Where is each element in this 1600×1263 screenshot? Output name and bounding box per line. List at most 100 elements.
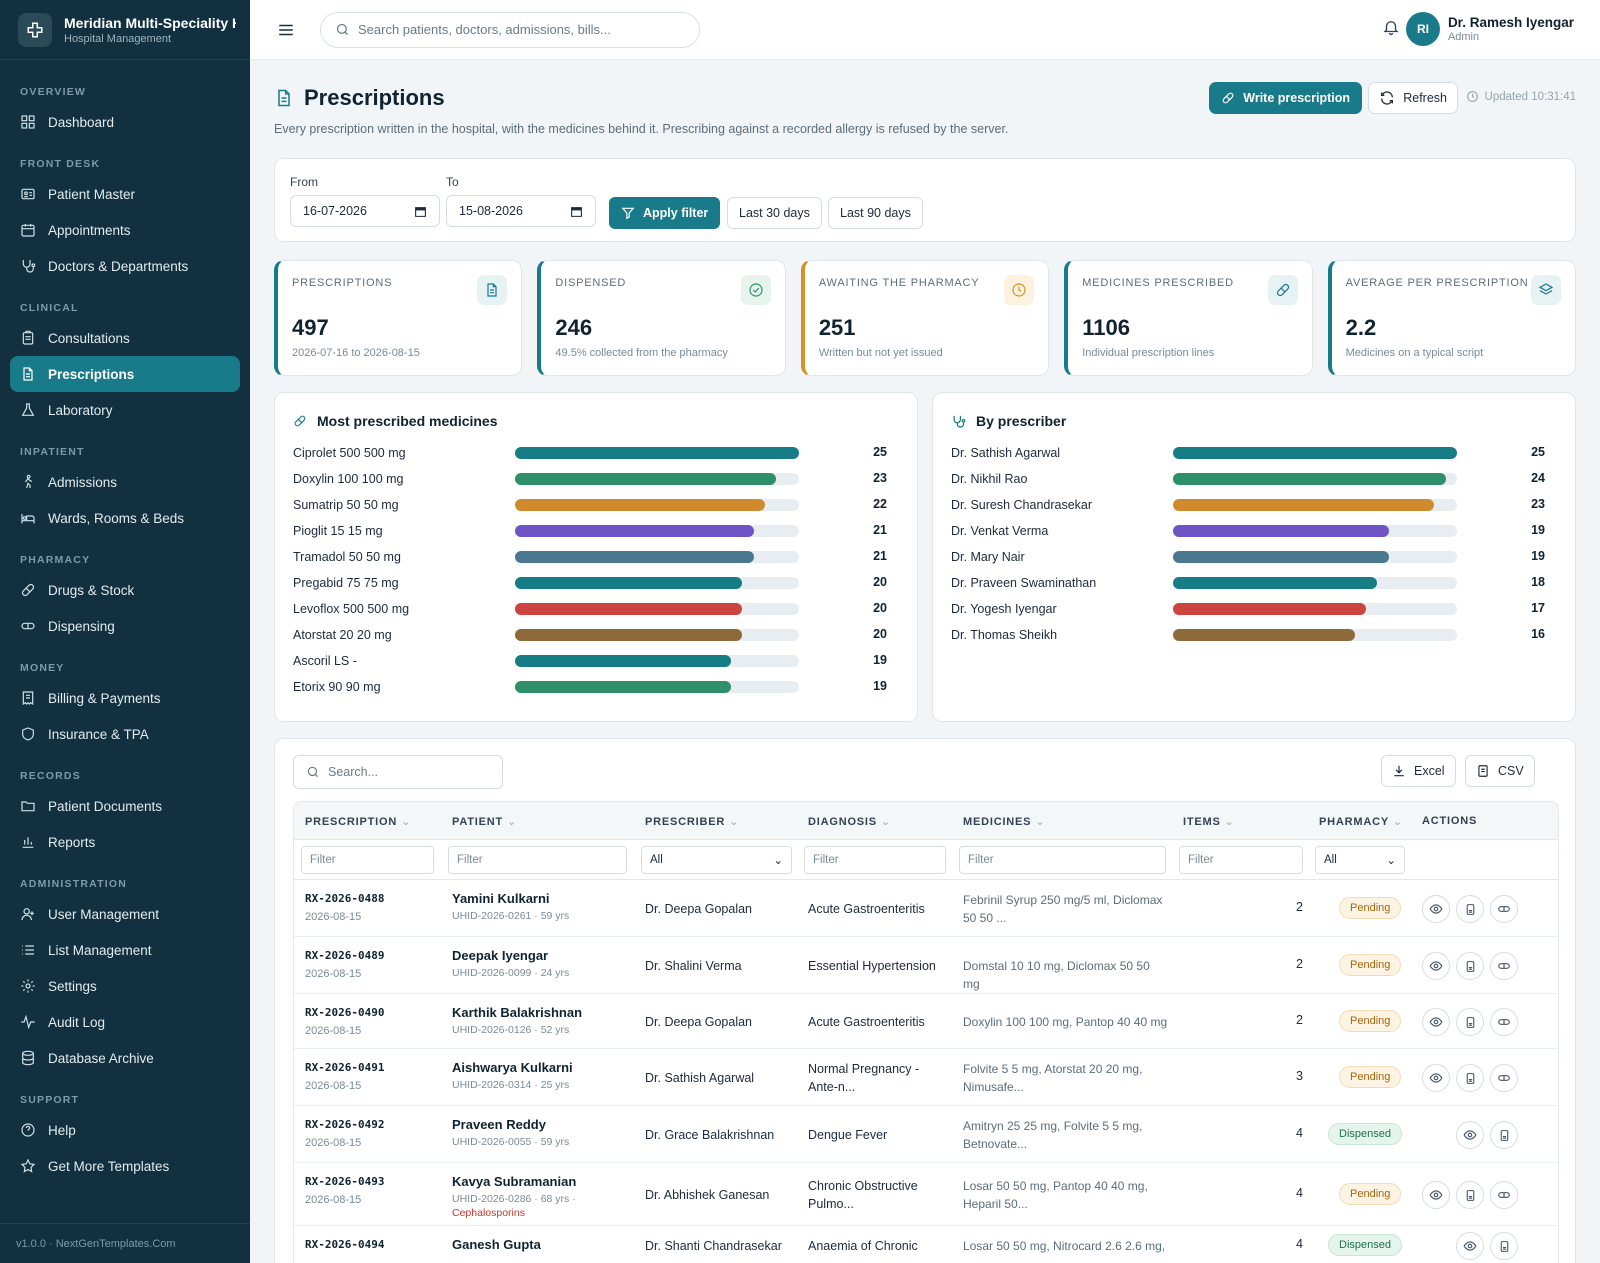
sidebar-item-dashboard[interactable]: Dashboard <box>10 104 240 140</box>
view-button[interactable] <box>1422 1064 1450 1092</box>
column-patient[interactable]: PATIENT ⌄ <box>452 815 517 828</box>
sidebar-item-help[interactable]: Help <box>10 1112 240 1148</box>
prescription-id[interactable]: RX-2026-0492 <box>305 1118 385 1131</box>
sidebar-item-database-archive[interactable]: Database Archive <box>10 1040 240 1076</box>
sidebar-item-wards[interactable]: Wards, Rooms & Beds <box>10 500 240 536</box>
menu-toggle-button[interactable] <box>274 18 298 42</box>
document-icon <box>278 89 290 107</box>
print-button[interactable] <box>1490 1121 1518 1149</box>
print-button[interactable] <box>1456 1008 1484 1036</box>
sidebar-item-billing[interactable]: Billing & Payments <box>10 680 240 716</box>
sidebar-item-templates[interactable]: Get More Templates <box>10 1148 240 1184</box>
from-date-input[interactable]: 16-07-2026 <box>290 195 440 227</box>
sidebar-item-laboratory[interactable]: Laboratory <box>10 392 240 428</box>
patient-name[interactable]: Kavya Subramanian <box>452 1174 577 1189</box>
patient-name[interactable]: Praveen Reddy <box>452 1117 546 1132</box>
prescription-id[interactable]: RX-2026-0494 <box>305 1238 385 1251</box>
filter-pharmacy-select[interactable]: All ⌄ <box>1315 846 1405 874</box>
notifications-button[interactable] <box>1382 18 1400 41</box>
sidebar-item-patient-documents[interactable]: Patient Documents <box>10 788 240 824</box>
filter-patient-input[interactable]: Filter <box>448 846 627 874</box>
patient-name[interactable]: Karthik Balakrishnan <box>452 1005 583 1020</box>
prescription-id[interactable]: RX-2026-0489 <box>305 949 385 962</box>
sidebar-item-user-management[interactable]: User Management <box>10 896 240 932</box>
global-search[interactable] <box>320 11 700 48</box>
table-row[interactable]: RX-2026-0491 2026-08-15 Aishwarya Kulkarni… <box>294 1049 1558 1106</box>
sidebar-item-label: Database Archive <box>48 1050 154 1066</box>
table-row[interactable]: RX-2026-0494 Ganesh Gupta Dr. Shanti Chand… <box>294 1226 1558 1263</box>
patient-name[interactable]: Deepak Iyengar <box>452 948 549 963</box>
filter-prescriber-select[interactable]: All ⌄ <box>641 846 792 874</box>
print-button[interactable] <box>1456 952 1484 980</box>
table-search[interactable] <box>293 755 503 789</box>
column-prescription[interactable]: PRESCRIPTION ⌄ <box>305 815 411 828</box>
refresh-button[interactable]: Refresh <box>1368 82 1458 114</box>
dispense-button[interactable] <box>1490 1064 1518 1092</box>
patient-name[interactable]: Ganesh Gupta <box>452 1237 541 1252</box>
export-csv-button[interactable]: CSV <box>1465 755 1535 787</box>
column-items[interactable]: ITEMS ⌄ <box>1183 815 1235 828</box>
table-row[interactable]: RX-2026-0490 2026-08-15 Karthik Balakrishn… <box>294 994 1558 1049</box>
view-button[interactable] <box>1422 1181 1450 1209</box>
sidebar-item-label: Insurance & TPA <box>48 726 149 742</box>
filter-prescription-input[interactable]: Filter <box>301 846 434 874</box>
filter-medicines-input[interactable]: Filter <box>959 846 1166 874</box>
global-search-input[interactable] <box>358 22 678 37</box>
to-date-input[interactable]: 15-08-2026 <box>446 195 596 227</box>
nav-section-overview: OVERVIEW <box>20 86 87 98</box>
table-row[interactable]: RX-2026-0489 2026-08-15 Deepak Iyengar UHID… <box>294 937 1558 994</box>
sidebar-item-settings[interactable]: Settings <box>10 968 240 1004</box>
sidebar-item-doctors[interactable]: Doctors & Departments <box>10 248 240 284</box>
sidebar-item-list-management[interactable]: List Management <box>10 932 240 968</box>
brand[interactable]: Meridian Multi-Speciality Hospital Hospi… <box>0 0 250 60</box>
dispense-button[interactable] <box>1490 1181 1518 1209</box>
last-90-days-button[interactable]: Last 90 days <box>828 197 923 229</box>
table-row[interactable]: RX-2026-0492 2026-08-15 Praveen Reddy UHID-… <box>294 1106 1558 1163</box>
table-search-input[interactable] <box>328 765 488 779</box>
prescription-id[interactable]: RX-2026-0493 <box>305 1175 385 1188</box>
prescription-id[interactable]: RX-2026-0488 <box>305 892 385 905</box>
column-pharmacy[interactable]: PHARMACY ⌄ <box>1319 815 1403 828</box>
print-button[interactable] <box>1456 1181 1484 1209</box>
column-medicines[interactable]: MEDICINES ⌄ <box>963 815 1045 828</box>
sidebar-item-consultations[interactable]: Consultations <box>10 320 240 356</box>
column-diagnosis[interactable]: DIAGNOSIS ⌄ <box>808 815 891 828</box>
patient-name[interactable]: Aishwarya Kulkarni <box>452 1060 573 1075</box>
chevron-down-icon: ⌄ <box>1386 855 1396 867</box>
sidebar-item-insurance[interactable]: Insurance & TPA <box>10 716 240 752</box>
dispense-button[interactable] <box>1490 895 1518 923</box>
print-button[interactable] <box>1456 1064 1484 1092</box>
last-30-days-button[interactable]: Last 30 days <box>727 197 822 229</box>
sidebar-item-dispensing[interactable]: Dispensing <box>10 608 240 644</box>
export-excel-button[interactable]: Excel <box>1381 755 1456 787</box>
patient-name[interactable]: Yamini Kulkarni <box>452 891 550 906</box>
filter-items-input[interactable]: Filter <box>1179 846 1303 874</box>
filter-diagnosis-input[interactable]: Filter <box>804 846 946 874</box>
column-prescriber[interactable]: PRESCRIBER ⌄ <box>645 815 739 828</box>
sidebar-item-prescriptions[interactable]: Prescriptions <box>10 356 240 392</box>
table-row[interactable]: RX-2026-0488 2026-08-15 Yamini Kulkarni UHI… <box>294 880 1558 937</box>
sidebar-item-patient-master[interactable]: Patient Master <box>10 176 240 212</box>
dispense-button[interactable] <box>1490 952 1518 980</box>
sidebar-item-reports[interactable]: Reports <box>10 824 240 860</box>
apply-filter-button[interactable]: Apply filter <box>609 197 721 229</box>
write-prescription-button[interactable]: Write prescription <box>1209 82 1362 114</box>
view-button[interactable] <box>1456 1232 1484 1260</box>
sidebar-item-appointments[interactable]: Appointments <box>10 212 240 248</box>
view-button[interactable] <box>1456 1121 1484 1149</box>
sidebar-item-audit-log[interactable]: Audit Log <box>10 1004 240 1040</box>
view-button[interactable] <box>1422 952 1450 980</box>
print-button[interactable] <box>1456 895 1484 923</box>
user-menu[interactable]: RI Dr. Ramesh Iyengar Admin <box>1405 12 1574 46</box>
print-button[interactable] <box>1490 1232 1518 1260</box>
prescription-id[interactable]: RX-2026-0490 <box>305 1006 385 1019</box>
dispense-button[interactable] <box>1490 1008 1518 1036</box>
sidebar-item-drugs[interactable]: Drugs & Stock <box>10 572 240 608</box>
table-row[interactable]: RX-2026-0493 2026-08-15 Kavya Subramanian U… <box>294 1163 1558 1226</box>
stat-label: DISPENSED <box>555 277 627 289</box>
sidebar-item-admissions[interactable]: Admissions <box>10 464 240 500</box>
bar <box>1173 577 1378 589</box>
view-button[interactable] <box>1422 895 1450 923</box>
view-button[interactable] <box>1422 1008 1450 1036</box>
prescription-id[interactable]: RX-2026-0491 <box>305 1061 385 1074</box>
